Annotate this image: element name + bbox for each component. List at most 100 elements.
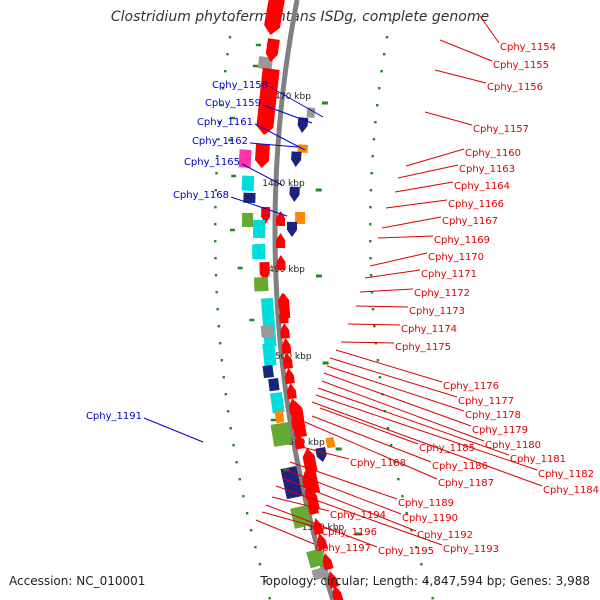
reverse-leader-line (275, 485, 443, 546)
gene-block (252, 244, 266, 260)
accession-text: Accession: NC_010001 (9, 574, 146, 588)
guide-dot (373, 325, 376, 328)
reverse-leader-line (439, 39, 493, 62)
gene-block (262, 365, 274, 379)
reverse-gene-label: Cphy_1174 (401, 324, 457, 335)
guide-dot (254, 546, 257, 549)
reverse-gene-label: Cphy_1179 (472, 425, 528, 436)
guide-dot (245, 512, 249, 515)
reverse-gene-label: Cphy_1192 (417, 530, 473, 541)
reverse-leader-line (255, 519, 315, 545)
reverse-gene-label: Cphy_1175 (395, 342, 451, 353)
forward-gene-label: Cphy_1168 (173, 190, 229, 201)
gene-block (269, 392, 285, 414)
reverse-gene-label: Cphy_1177 (458, 396, 514, 407)
reverse-leader-line (319, 407, 419, 445)
gene-block (253, 219, 266, 238)
reverse-leader-line (326, 365, 465, 412)
guide-dot (216, 308, 219, 311)
guide-dot (380, 70, 383, 73)
forward-gene-label: Cphy_1159 (205, 98, 261, 109)
gene-block (243, 192, 256, 203)
guide-dot (214, 189, 218, 192)
guide-dot (238, 478, 242, 481)
forward-leader-line (262, 104, 313, 124)
gene-arrow (276, 233, 286, 249)
guide-dot (374, 121, 377, 124)
reverse-gene-label: Cphy_1160 (465, 148, 521, 159)
gene-block (279, 293, 291, 319)
guide-dot (218, 121, 222, 124)
forward-gene (325, 437, 336, 449)
gene-block (290, 401, 307, 438)
reverse-gene-label: Cphy_1154 (500, 42, 556, 53)
gene-arrow (283, 353, 293, 369)
reverse-leader-line (329, 357, 458, 398)
forward-gene-label: Cphy_1161 (197, 117, 253, 128)
gene-block (256, 67, 280, 135)
reverse-leader-line (271, 496, 330, 512)
gene-arrow (317, 533, 328, 551)
gene-block (242, 212, 254, 227)
guide-dot (389, 444, 393, 447)
guide-dot (382, 53, 386, 56)
guide-dot (374, 342, 378, 345)
reverse-leader-line (369, 252, 428, 267)
gene-block (306, 548, 327, 569)
guide-dots (214, 19, 434, 600)
guide-dot (410, 529, 413, 532)
reverse-leader-line (265, 504, 378, 548)
guide-dot (371, 155, 374, 158)
genome-title: Clostridium phytofermentans ISDg, comple… (110, 9, 490, 25)
reverse-gene-label: Cphy_1186 (432, 461, 488, 472)
gene-arrow (322, 553, 334, 571)
reverse-gene-label: Cphy_1188 (350, 458, 406, 469)
guide-dot (370, 172, 373, 175)
reverse-gene-label: Cphy_1176 (443, 381, 499, 392)
guide-dot (268, 597, 271, 600)
gene-block (265, 38, 280, 62)
reverse-gene-label: Cphy_1155 (493, 60, 549, 71)
forward-gene (315, 447, 327, 462)
gene-block (238, 149, 252, 168)
gene-arrow (313, 518, 324, 536)
reverse-leader-line (479, 15, 500, 44)
guide-dot (378, 87, 381, 90)
guide-dot (369, 274, 373, 277)
kbp-label: 1480 kbp (262, 179, 305, 189)
reverse-gene-label: Cphy_1180 (485, 440, 541, 451)
gene-arrow (276, 255, 286, 271)
gene-arrow (286, 383, 297, 400)
guide-dot (235, 461, 238, 464)
gene-arrow (327, 571, 340, 589)
gene-block (302, 448, 318, 474)
reverse-leader-line (359, 288, 414, 293)
guide-dot (217, 138, 220, 141)
reverse-gene-label: Cphy_1173 (409, 306, 465, 317)
reverse-gene-label: Cphy_1196 (321, 527, 377, 538)
reverse-leader-line (394, 181, 454, 193)
guide-dot (232, 444, 235, 447)
guide-dot (229, 427, 232, 430)
guide-dot (388, 19, 392, 22)
reverse-leader-line (335, 349, 443, 383)
reverse-gene-label: Cphy_1156 (487, 82, 543, 93)
guide-dot (372, 138, 376, 141)
reverse-leader-line (297, 445, 350, 460)
reverse-leader-line (385, 199, 448, 209)
reverse-gene-label: Cphy_1182 (538, 469, 594, 480)
gene-block (241, 175, 255, 191)
reverse-leader-line (397, 164, 459, 179)
forward-gene (295, 211, 306, 224)
reverse-leader-line (323, 372, 472, 427)
reverse-gene-label: Cphy_1167 (442, 216, 498, 227)
guide-dot (214, 274, 218, 277)
guide-dot (431, 597, 434, 600)
reverse-gene-label: Cphy_1171 (421, 269, 477, 280)
guide-dot (216, 155, 219, 158)
gene-block (261, 206, 271, 224)
guide-dot (214, 223, 217, 226)
forward-gene (287, 221, 298, 237)
gene-block (270, 422, 293, 447)
